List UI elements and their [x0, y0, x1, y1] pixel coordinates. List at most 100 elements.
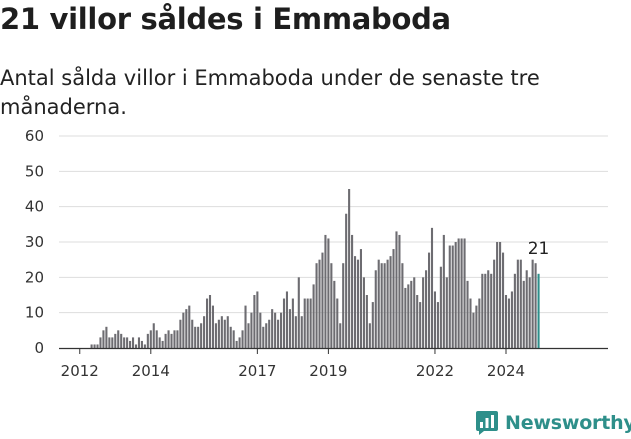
bar: [425, 270, 428, 348]
bar: [99, 337, 102, 348]
bar: [262, 326, 265, 348]
bar: [336, 298, 339, 348]
bar: [164, 333, 167, 348]
bar: [306, 298, 309, 348]
bar: [152, 323, 155, 348]
bar: [410, 280, 413, 348]
bar: [200, 323, 203, 348]
bar: [179, 319, 182, 348]
bar: [146, 333, 149, 348]
bar: [422, 277, 425, 348]
bar: [439, 266, 442, 348]
bar: [149, 330, 152, 348]
bar: [161, 340, 164, 348]
bar: [134, 344, 138, 348]
chart-subtitle: Antal sålda villor i Emmaboda under de s…: [0, 66, 540, 119]
bar: [522, 280, 525, 348]
y-tick-label: 10: [25, 304, 44, 322]
bar: [457, 238, 460, 348]
bar: [516, 259, 519, 348]
bar: [235, 340, 238, 348]
bar: [504, 295, 508, 348]
bar: [416, 295, 419, 348]
bar: [214, 323, 217, 348]
bar: [398, 234, 401, 348]
bar: [353, 256, 357, 348]
bar: [407, 284, 410, 348]
bar: [469, 298, 472, 348]
bar: [487, 270, 490, 348]
bar: [253, 295, 256, 348]
bar: [274, 312, 277, 348]
bar: [395, 231, 398, 348]
bar: [197, 326, 200, 348]
bar: [496, 242, 499, 348]
bar: [271, 309, 274, 348]
bar: [268, 319, 271, 348]
bar: [430, 227, 434, 348]
y-tick-label: 40: [25, 198, 44, 216]
bar: [205, 298, 209, 348]
bar: [380, 263, 383, 348]
bar: [176, 330, 179, 348]
bar: [404, 287, 407, 348]
bar: [359, 249, 363, 348]
brand-logo: Newsworthy: [475, 408, 631, 438]
bar: [324, 234, 327, 348]
bar: [282, 298, 286, 348]
bar: [318, 259, 321, 348]
bar: [374, 270, 377, 348]
bar: [463, 238, 466, 348]
bar: [123, 337, 126, 348]
bar: [102, 330, 105, 348]
bar: [472, 312, 475, 348]
bar-latest: [537, 273, 540, 348]
bar: [250, 312, 253, 348]
bar: [203, 316, 206, 348]
x-tick-label: 2017: [238, 362, 276, 380]
bar: [365, 295, 368, 348]
bar: [232, 330, 235, 348]
bar: [173, 330, 176, 348]
bar: [265, 323, 268, 348]
bar: [158, 337, 161, 348]
bar: [291, 298, 294, 348]
y-tick-label: 60: [25, 127, 44, 145]
bar: [475, 305, 478, 348]
bar: [333, 280, 336, 348]
bar: [140, 340, 143, 348]
bar: [300, 316, 303, 348]
bar: [445, 277, 448, 348]
x-tick-label: 2019: [309, 362, 347, 380]
bar: [143, 344, 146, 348]
bar: [238, 337, 241, 348]
bar: [285, 291, 289, 348]
bar: [351, 234, 354, 348]
bar: [356, 259, 360, 348]
bar: [433, 291, 437, 348]
bar: [241, 330, 244, 348]
bar: [229, 326, 232, 348]
latest-value-label: 21: [528, 239, 550, 259]
y-tick-label: 30: [25, 233, 44, 251]
bar: [259, 312, 262, 348]
bar: [129, 340, 132, 348]
bar: [167, 330, 170, 348]
bar: [303, 298, 306, 348]
bar: [534, 263, 537, 348]
bar: [247, 323, 250, 348]
bar: [490, 273, 493, 348]
brand-name: Newsworthy: [505, 412, 631, 434]
bar: [126, 337, 129, 348]
bar: [297, 277, 300, 348]
bar: [377, 259, 380, 348]
bar: [111, 337, 114, 348]
x-tick-label: 2012: [61, 362, 99, 380]
bar: [244, 305, 247, 348]
bar: [96, 344, 99, 348]
bar: [170, 333, 173, 348]
x-tick-label: 2014: [132, 362, 170, 380]
bar: [454, 242, 457, 348]
bar: [525, 270, 528, 348]
